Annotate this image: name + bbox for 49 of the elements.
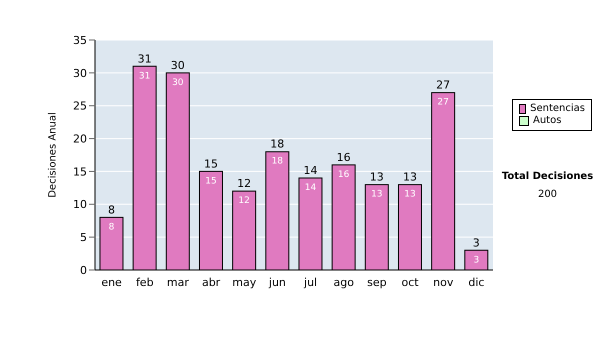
x-tick-label: oct	[402, 276, 420, 289]
x-tick-label: dic	[468, 276, 484, 289]
y-tick-label: 5	[80, 231, 87, 244]
x-tick-label: jun	[268, 276, 286, 289]
x-tick-label: abr	[202, 276, 221, 289]
y-tick-label: 10	[73, 198, 87, 212]
x-tick-label: may	[232, 276, 257, 289]
total-label: 18	[270, 138, 284, 151]
data-label: 12	[238, 196, 250, 206]
data-label: 15	[205, 176, 217, 186]
data-label: 16	[338, 170, 350, 180]
total-label: 3	[472, 236, 480, 250]
total-label: 15	[204, 157, 218, 170]
total-label: 16	[336, 150, 351, 164]
x-tick-label: ago	[334, 276, 354, 289]
data-label: 13	[371, 190, 383, 200]
total-label: 12	[237, 177, 252, 190]
text: Total Decisiones	[500, 171, 594, 182]
total-label: 13	[402, 170, 417, 184]
x-tick-label: sep	[367, 276, 387, 289]
y-tick-label: 0	[80, 264, 87, 277]
y-tick-label: 20	[73, 132, 87, 146]
y-tick-label: 30	[73, 66, 87, 80]
legend-label: Autos	[533, 115, 562, 127]
y-tick-label: 35	[73, 34, 87, 47]
y-axis-title: Decisiones Anual	[48, 112, 59, 198]
total-label: 31	[138, 52, 152, 66]
x-tick-label: nov	[433, 276, 454, 289]
total-label: 13	[370, 170, 384, 184]
data-label: 14	[304, 183, 316, 193]
data-label: 27	[437, 98, 449, 108]
y-tick-label: 25	[73, 100, 87, 113]
data-label: 13	[404, 190, 416, 200]
legend-label: Sentencias	[530, 103, 585, 115]
data-label: 31	[138, 71, 150, 82]
x-tick-label: feb	[136, 276, 154, 289]
text: 200	[536, 189, 558, 200]
total-label: 27	[436, 78, 450, 92]
data-label: 18	[272, 156, 284, 167]
x-tick-label: mar	[166, 276, 190, 289]
data-label: 30	[172, 78, 184, 88]
data-label: 8	[108, 222, 115, 232]
y-tick-label: 15	[73, 165, 87, 178]
x-tick-label: ene	[101, 276, 122, 289]
total-label: 30	[170, 58, 185, 72]
total-label: 14	[303, 164, 318, 177]
data-label: 3	[473, 255, 480, 266]
total-label: 8	[108, 203, 115, 216]
x-tick-label: jul	[303, 276, 318, 289]
